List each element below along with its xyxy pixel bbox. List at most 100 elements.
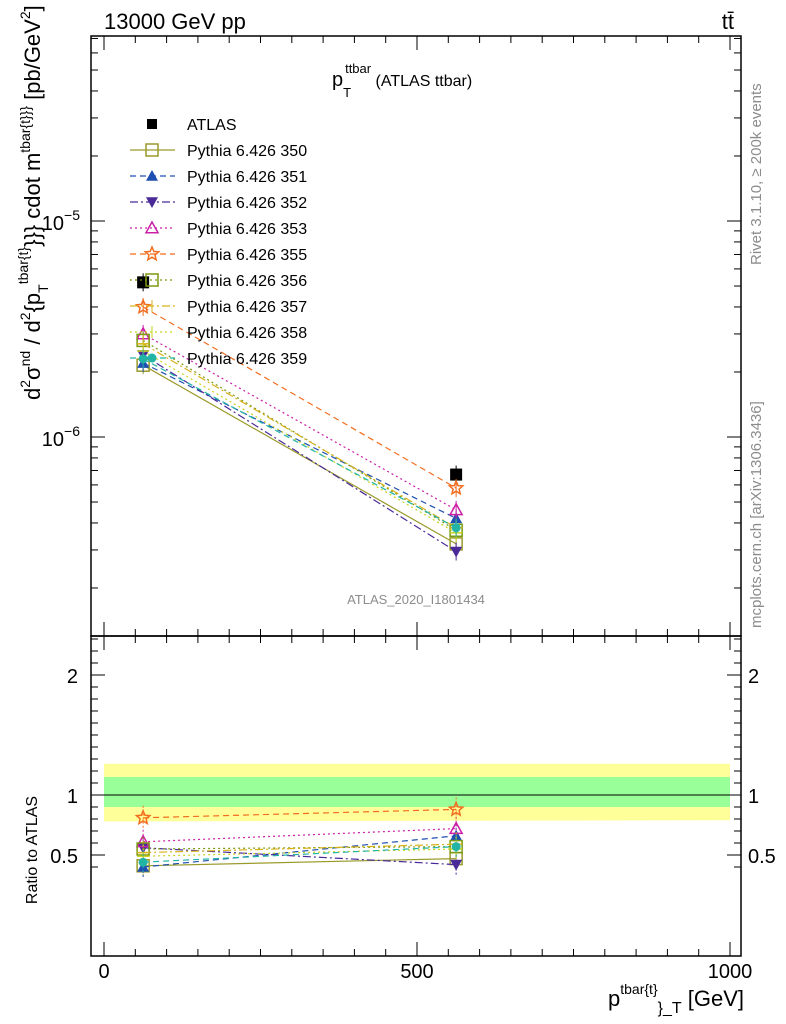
xlabel-sup: tbar{t} (620, 981, 658, 997)
ratio-ytick-label-right: 0.5 (748, 846, 776, 868)
analysis-watermark: ATLAS_2020_I1801434 (347, 592, 485, 607)
legend-marker (147, 119, 157, 129)
xlabel-p: p (608, 986, 620, 1011)
legend-label: Pythia 6.426 352 (187, 195, 307, 212)
ratio-panel: 0.5 0.5 1 1 2 2 0 500 1000 Ratio to ATLAS ptbar{… (24, 635, 776, 1017)
legend-label: Pythia 6.426 353 (187, 221, 307, 238)
legend-label: Pythia 6.426 358 (187, 325, 307, 342)
legend-item: Pythia 6.426 355 (130, 245, 307, 264)
series-line (142, 339, 457, 531)
header-right-title: tt̄ (722, 9, 734, 34)
data-point (448, 502, 464, 516)
main-ytick-label-1e-5: 10−5 (42, 207, 80, 235)
series-line (142, 343, 457, 529)
main-title-rest: (ATLAS ttbar) (371, 73, 472, 90)
data-point (450, 468, 463, 481)
ratio-line (143, 848, 457, 857)
data-point (134, 298, 152, 315)
legend-item: ATLAS (147, 117, 237, 134)
legend-item: Pythia 6.426 358 (130, 325, 307, 342)
ratio-point (447, 800, 465, 817)
xtick-label: 500 (400, 961, 433, 983)
legend: ATLAS Pythia 6.426 350 Pythia 6.426 351 Pyt… (130, 117, 307, 368)
ratio-bands (91, 763, 741, 822)
ratio-line (143, 828, 457, 843)
series-pythia-6-426-350 (136, 356, 463, 553)
ratio-point (138, 857, 148, 867)
ratio-series-pythia-6-426-358 (137, 837, 463, 869)
data-point (450, 546, 463, 558)
series-line (142, 358, 457, 529)
legend-label: Pythia 6.426 357 (187, 299, 307, 316)
ratio-series-pythia-6-426-352 (137, 835, 463, 877)
ratio-line (143, 858, 457, 867)
series-pythia-6-426-351 (137, 354, 463, 528)
ratio-line (143, 808, 457, 819)
series-line (142, 354, 457, 553)
legend-marker (145, 143, 159, 157)
series-line (142, 362, 457, 519)
legend-label: Pythia 6.426 355 (187, 247, 307, 264)
legend-marker (146, 197, 158, 208)
main-panel: pTttbar (ATLAS ttbar) ATLAS_2020_I180143… (15, 5, 742, 637)
legend-label: Pythia 6.426 359 (187, 351, 307, 368)
ratio-line (143, 846, 457, 863)
legend-label: Pythia 6.426 351 (187, 169, 307, 186)
legend-item: Pythia 6.426 350 (130, 143, 307, 160)
xtick-label: 1000 (708, 961, 753, 983)
xtick-label: 0 (98, 961, 109, 983)
ratio-ytick-label-right: 1 (748, 786, 759, 808)
legend-marker (144, 220, 160, 234)
data-point (138, 354, 148, 364)
xlabel-sub: }_T (658, 1000, 682, 1017)
main-title-sub: T (343, 85, 351, 100)
legend-marker (143, 245, 161, 262)
data-point (447, 479, 465, 496)
main-ylabel: d2σnd / d2{pTtbar{t}}}} cdot mtbar{t}}} … (15, 5, 51, 400)
xlabel: ptbar{t}}_T [GeV] (608, 981, 744, 1017)
legend-label: ATLAS (187, 117, 237, 134)
header-left-title: 13000 GeV pp (104, 9, 246, 34)
ratio-line (143, 843, 457, 854)
main-title-p: p (332, 69, 343, 91)
svg-text:d2σnd / d2{pTtbar{t}}}} cdot m: d2σnd / d2{pTtbar{t}}}} cdot mtbar{t}}} … (15, 5, 51, 400)
ratio-line (143, 835, 457, 868)
ratio-ytick-label-right: 2 (748, 666, 759, 688)
ratio-frame (90, 635, 742, 957)
series-pythia-6-426-355 (134, 297, 465, 498)
legend-item: Pythia 6.426 357 (130, 299, 307, 316)
ratio-point (450, 859, 463, 871)
legend-marker (145, 273, 159, 287)
mcplots-label: mcplots.cern.ch [arXiv:1306.3436] (748, 401, 765, 628)
main-title-sup: ttbar (345, 61, 372, 76)
legend-item: Pythia 6.426 351 (130, 169, 307, 186)
legend-item: Pythia 6.426 352 (130, 195, 307, 212)
series-pythia-6-426-359 (138, 349, 461, 537)
series-pythia-6-426-352 (137, 345, 463, 561)
legend-item: Pythia 6.426 359 (130, 351, 307, 368)
legend-marker (147, 353, 157, 363)
legend-item: Pythia 6.426 353 (130, 220, 307, 238)
series-line (142, 364, 457, 545)
ratio-ytick-label: 0.5 (50, 846, 78, 868)
ratio-band-inner (104, 777, 730, 807)
legend-marker (146, 170, 158, 181)
ratio-ytick-label: 2 (67, 666, 78, 688)
legend-label: Pythia 6.426 350 (187, 143, 307, 160)
ratio-ytick-label: 1 (67, 786, 78, 808)
data-point (451, 523, 461, 533)
rivet-label: Rivet 3.1.10, ≥ 200k events (748, 83, 765, 265)
main-series-layer (134, 273, 465, 561)
series-line (142, 350, 457, 534)
series-line (142, 306, 457, 489)
legend-label: Pythia 6.426 356 (187, 273, 307, 290)
ratio-series-pythia-6-426-351 (137, 823, 463, 879)
ratio-ylabel: Ratio to ATLAS (24, 796, 41, 904)
main-ticks (91, 36, 741, 636)
ratio-point (451, 842, 461, 852)
ratio-point (134, 808, 152, 826)
ratio-ticks: 0.5 0.5 1 1 2 2 0 500 1000 (50, 636, 776, 983)
legend-item: Pythia 6.426 356 (130, 273, 307, 290)
ratio-series-pythia-6-426-359 (138, 834, 461, 875)
